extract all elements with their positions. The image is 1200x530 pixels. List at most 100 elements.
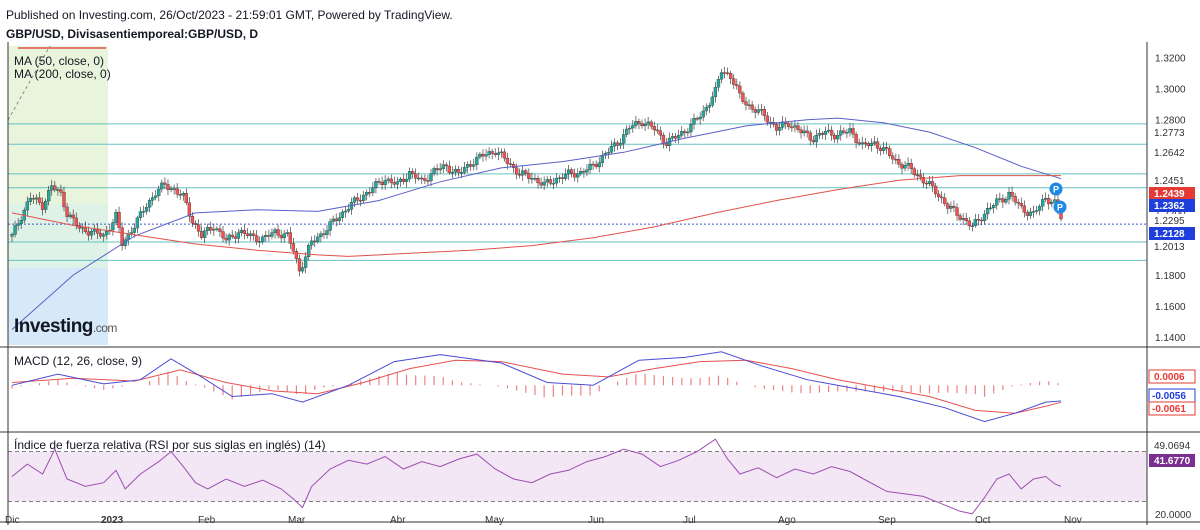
candle-body	[68, 214, 72, 217]
candle-body	[19, 220, 23, 225]
candle-body	[570, 169, 574, 174]
candle-body	[414, 173, 418, 179]
candle-body	[646, 121, 650, 125]
candle-body	[255, 235, 259, 242]
candle-body	[692, 118, 696, 125]
candle-body	[404, 178, 409, 182]
candle-body	[117, 211, 121, 228]
candle-body	[410, 171, 415, 174]
zone-lower	[8, 268, 108, 345]
ma200-legend[interactable]: MA (200, close, 0)	[14, 67, 111, 81]
rsi-legend[interactable]: Índice de fuerza relativa (RSI por sus s…	[14, 438, 326, 452]
candle-body	[799, 129, 803, 134]
candle-body	[563, 173, 568, 179]
logo-text: Investing	[14, 316, 93, 337]
investing-logo: Investing.com	[14, 316, 117, 338]
candle-body	[756, 109, 760, 113]
candle-body	[365, 192, 369, 196]
macd-signal-line	[11, 359, 1062, 414]
candle-body	[105, 230, 109, 236]
x-tick-label: Nov	[1064, 515, 1082, 526]
candle-body	[710, 96, 715, 106]
candle-body	[949, 205, 953, 209]
candle-body	[628, 127, 632, 130]
candle-body	[536, 178, 540, 184]
ma50-legend[interactable]: MA (50, close, 0)	[14, 54, 105, 68]
candle-body	[912, 168, 916, 175]
candle-body	[478, 153, 482, 158]
candle-body	[74, 217, 78, 226]
candle-body	[251, 233, 256, 236]
candle-body	[551, 183, 555, 185]
candle-body	[56, 189, 60, 191]
candle-body	[765, 115, 770, 123]
candle-body	[328, 221, 332, 231]
price-label: 1.2013	[1154, 242, 1185, 253]
candle-body	[701, 110, 705, 118]
candle-body	[343, 210, 348, 213]
candle-body	[631, 125, 635, 129]
candle-body	[839, 130, 843, 136]
candle-body	[230, 234, 234, 237]
candle-body	[802, 130, 806, 134]
candle-body	[524, 170, 528, 174]
macd-value-label: 0.0006	[1154, 372, 1185, 383]
candle-body	[154, 195, 158, 198]
published-caption: Published on Investing.com, 26/Oct/2023 …	[6, 8, 453, 22]
candle-body	[762, 109, 766, 117]
p-badge-label: P	[1053, 185, 1059, 195]
rsi-y-tick-label: 20.0000	[1155, 510, 1192, 521]
candle-body	[151, 197, 155, 201]
candle-body	[933, 185, 938, 195]
candle-body	[973, 219, 978, 226]
candle-body	[511, 164, 516, 168]
candle-body	[514, 167, 519, 175]
candle-body	[395, 181, 399, 185]
candle-body	[313, 240, 317, 243]
candle-body	[609, 146, 614, 153]
candle-body	[307, 245, 311, 258]
candle-body	[398, 178, 403, 182]
candle-body	[423, 178, 427, 181]
macd-legend[interactable]: MACD (12, 26, close, 9)	[14, 354, 143, 368]
candle-body	[377, 181, 381, 183]
candle-body	[270, 232, 274, 237]
candle-body	[719, 72, 724, 80]
candle-body	[288, 232, 292, 244]
rsi-value-label: 41.6770	[1154, 456, 1191, 467]
candle-body	[258, 241, 262, 243]
candle-body	[845, 132, 849, 134]
candle-body	[62, 192, 66, 208]
candle-body	[181, 193, 185, 196]
candle-body	[441, 164, 445, 169]
rsi-band	[8, 451, 1147, 502]
candle-body	[221, 231, 225, 239]
candle-body	[955, 207, 959, 216]
candle-body	[453, 168, 458, 173]
candle-body	[355, 197, 360, 201]
candle-body	[236, 232, 240, 239]
candle-body	[533, 178, 537, 180]
candle-body	[661, 134, 666, 144]
candle-body	[759, 109, 763, 111]
candle-body	[979, 219, 984, 222]
candle-body	[99, 233, 103, 237]
candle-body	[47, 190, 51, 202]
rsi-value-label-bg	[1149, 439, 1195, 452]
candle-body	[120, 227, 124, 246]
candle-body	[854, 134, 858, 143]
candle-body	[300, 267, 305, 272]
candle-body	[566, 169, 571, 175]
candle-body	[282, 233, 286, 239]
candle-body	[50, 185, 54, 191]
candle-body	[196, 224, 201, 232]
candle-body	[836, 135, 840, 140]
candle-body	[943, 197, 947, 205]
y-tick-label: 1.1600	[1155, 302, 1186, 313]
candle-body	[242, 229, 247, 234]
candle-body	[573, 173, 577, 178]
candle-body	[319, 233, 323, 238]
candle-body	[588, 163, 592, 170]
candle-body	[1022, 205, 1026, 213]
